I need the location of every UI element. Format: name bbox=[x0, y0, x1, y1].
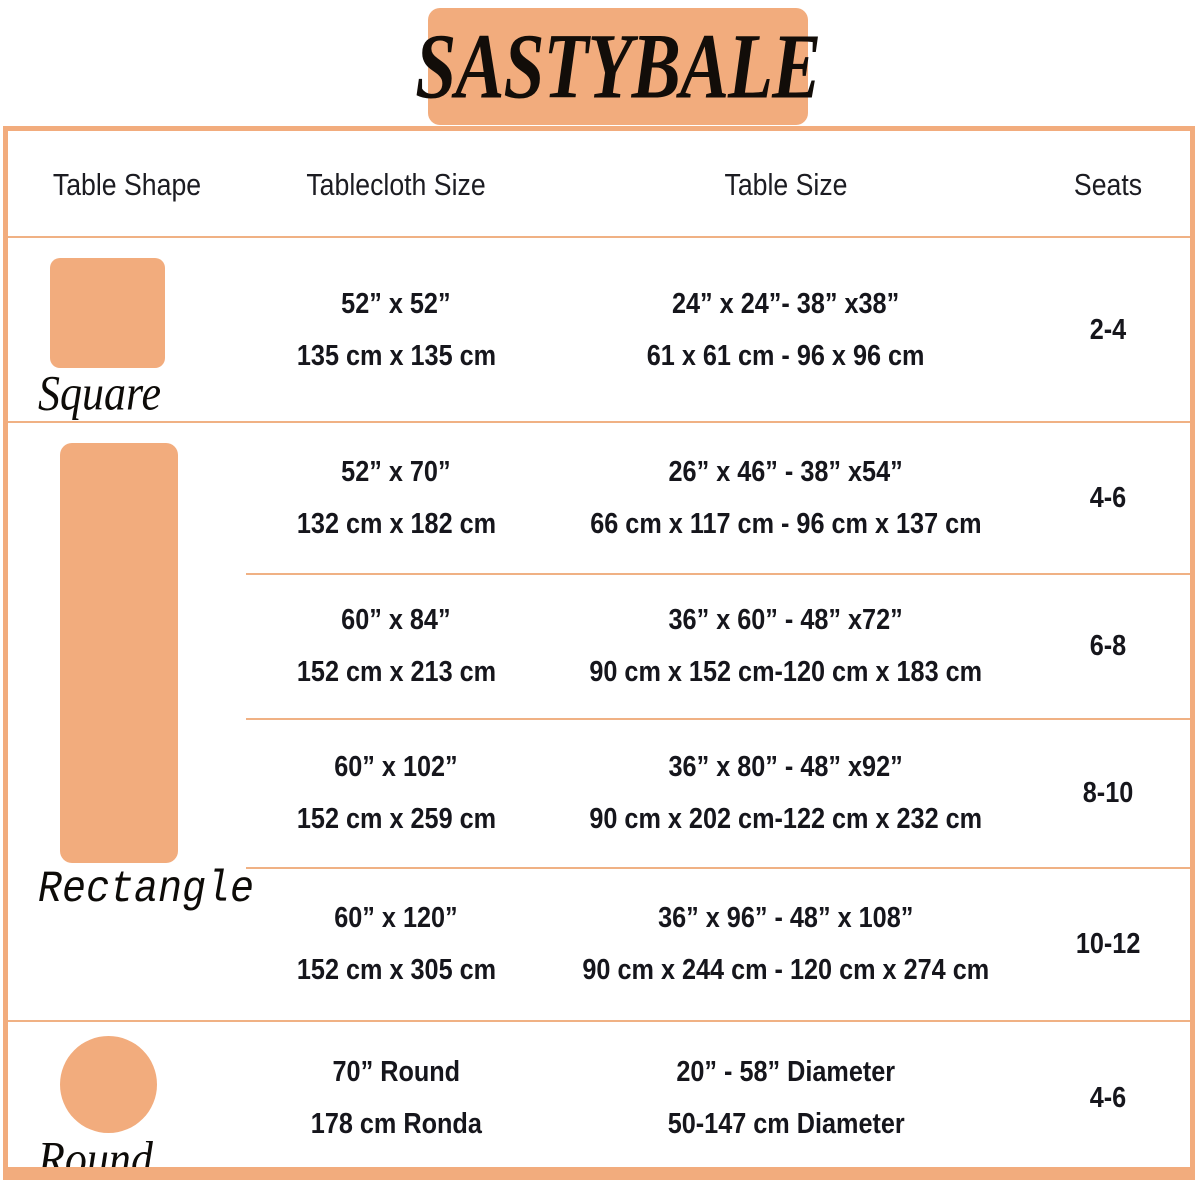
table-row: 60” x 102” 152 cm x 259 cm 36” x 80” - 4… bbox=[246, 720, 1190, 869]
square-swatch-icon bbox=[50, 258, 165, 368]
tablecloth-cm: 152 cm x 259 cm bbox=[296, 803, 496, 835]
tablecloth-inches: 60” x 120” bbox=[334, 902, 458, 934]
seats-value: 2-4 bbox=[1089, 314, 1127, 346]
seats-value: 10-12 bbox=[1075, 928, 1141, 960]
seats-value: 4-6 bbox=[1089, 481, 1127, 514]
shape-cell-rectangle: Rectangle bbox=[8, 423, 254, 1022]
cell-tablecloth-size: 60” x 84” 152 cm x 213 cm bbox=[246, 575, 546, 718]
circle-swatch-icon bbox=[60, 1036, 157, 1133]
table-row: 52” x 70” 132 cm x 182 cm 26” x 46” - 38… bbox=[246, 423, 1190, 575]
table-size-inches: 36” x 80” - 48” x92” bbox=[668, 751, 904, 783]
table-size-cm: 61 x 61 cm - 96 x 96 cm bbox=[647, 340, 925, 372]
table-size-cm: 90 cm x 152 cm-120 cm x 183 cm bbox=[589, 656, 983, 688]
column-header-table-shape: Table Shape bbox=[52, 166, 202, 202]
tablecloth-inches: 52” x 52” bbox=[341, 288, 451, 320]
cell-seats: 8-10 bbox=[1026, 720, 1190, 867]
table-row: 52” x 52” 135 cm x 135 cm 24” x 24”- 38”… bbox=[246, 240, 1190, 423]
cell-table-size: 20” - 58” Diameter 50-147 cm Diameter bbox=[546, 1022, 1026, 1174]
cell-tablecloth-size: 60” x 102” 152 cm x 259 cm bbox=[246, 720, 546, 867]
tablecloth-inches: 52” x 70” bbox=[341, 455, 451, 488]
cell-tablecloth-size: 70” Round 178 cm Ronda bbox=[246, 1022, 546, 1174]
table-size-cm: 90 cm x 202 cm-122 cm x 232 cm bbox=[589, 803, 983, 835]
rectangle-swatch-icon bbox=[60, 443, 178, 863]
table-header-row: Table Shape Tablecloth Size Table Size S… bbox=[8, 131, 1190, 238]
cell-tablecloth-size: 52” x 52” 135 cm x 135 cm bbox=[246, 240, 546, 421]
column-header-seats: Seats bbox=[1073, 166, 1143, 202]
cell-table-size: 36” x 96” - 48” x 108” 90 cm x 244 cm - … bbox=[546, 869, 1026, 1020]
table-size-cm: 50-147 cm Diameter bbox=[667, 1107, 905, 1140]
tablecloth-cm: 152 cm x 305 cm bbox=[296, 954, 496, 986]
brand-badge: SASTYBALE bbox=[415, 8, 822, 125]
table-size-cm: 66 cm x 117 cm - 96 cm x 137 cm bbox=[590, 507, 982, 540]
tablecloth-inches: 70” Round bbox=[332, 1055, 460, 1088]
cell-seats: 4-6 bbox=[1026, 1022, 1190, 1174]
seats-value: 6-8 bbox=[1089, 630, 1127, 662]
bottom-accent-band bbox=[3, 1167, 1195, 1180]
cell-seats: 10-12 bbox=[1026, 869, 1190, 1020]
table-size-inches: 36” x 96” - 48” x 108” bbox=[658, 902, 914, 934]
cell-tablecloth-size: 60” x 120” 152 cm x 305 cm bbox=[246, 869, 546, 1020]
size-chart-table: Table Shape Tablecloth Size Table Size S… bbox=[3, 126, 1195, 1182]
cell-seats: 4-6 bbox=[1026, 423, 1190, 573]
seats-value: 4-6 bbox=[1089, 1081, 1127, 1114]
table-size-inches: 20” - 58” Diameter bbox=[676, 1055, 896, 1088]
brand-name: SASTYBALE bbox=[415, 15, 821, 118]
table-size-cm: 90 cm x 244 cm - 120 cm x 274 cm bbox=[582, 954, 990, 986]
seats-value: 8-10 bbox=[1082, 777, 1134, 809]
tablecloth-inches: 60” x 102” bbox=[334, 751, 458, 783]
table-size-inches: 36” x 60” - 48” x72” bbox=[668, 604, 904, 636]
table-row: 70” Round 178 cm Ronda 20” - 58” Diamete… bbox=[246, 1022, 1190, 1174]
tablecloth-cm: 152 cm x 213 cm bbox=[296, 656, 496, 688]
cell-tablecloth-size: 52” x 70” 132 cm x 182 cm bbox=[246, 423, 546, 573]
cell-table-size: 24” x 24”- 38” x38” 61 x 61 cm - 96 x 96… bbox=[546, 240, 1026, 421]
shape-label-square: Square bbox=[38, 366, 162, 421]
cell-table-size: 36” x 60” - 48” x72” 90 cm x 152 cm-120 … bbox=[546, 575, 1026, 718]
cell-seats: 6-8 bbox=[1026, 575, 1190, 718]
table-row: 60” x 84” 152 cm x 213 cm 36” x 60” - 48… bbox=[246, 575, 1190, 720]
shape-label-rectangle: Rectangle bbox=[38, 865, 255, 916]
table-size-inches: 24” x 24”- 38” x38” bbox=[672, 288, 900, 320]
column-header-tablecloth-size: Tablecloth Size bbox=[306, 166, 486, 202]
cell-table-size: 36” x 80” - 48” x92” 90 cm x 202 cm-122 … bbox=[546, 720, 1026, 867]
table-size-inches: 26” x 46” - 38” x54” bbox=[668, 455, 904, 488]
table-row: 60” x 120” 152 cm x 305 cm 36” x 96” - 4… bbox=[246, 869, 1190, 1022]
column-header-table-size: Table Size bbox=[724, 166, 848, 202]
shape-cell-round: Round bbox=[8, 1022, 246, 1182]
table-body: Square Rectangle Round 52” x 52” bbox=[8, 240, 1190, 1182]
tablecloth-cm: 135 cm x 135 cm bbox=[296, 340, 496, 372]
cell-table-size: 26” x 46” - 38” x54” 66 cm x 117 cm - 96… bbox=[546, 423, 1026, 573]
cell-seats: 2-4 bbox=[1026, 240, 1190, 421]
shape-cell-square: Square bbox=[8, 240, 246, 423]
tablecloth-inches: 60” x 84” bbox=[341, 604, 451, 636]
tablecloth-cm: 178 cm Ronda bbox=[310, 1107, 482, 1140]
tablecloth-cm: 132 cm x 182 cm bbox=[296, 507, 496, 540]
